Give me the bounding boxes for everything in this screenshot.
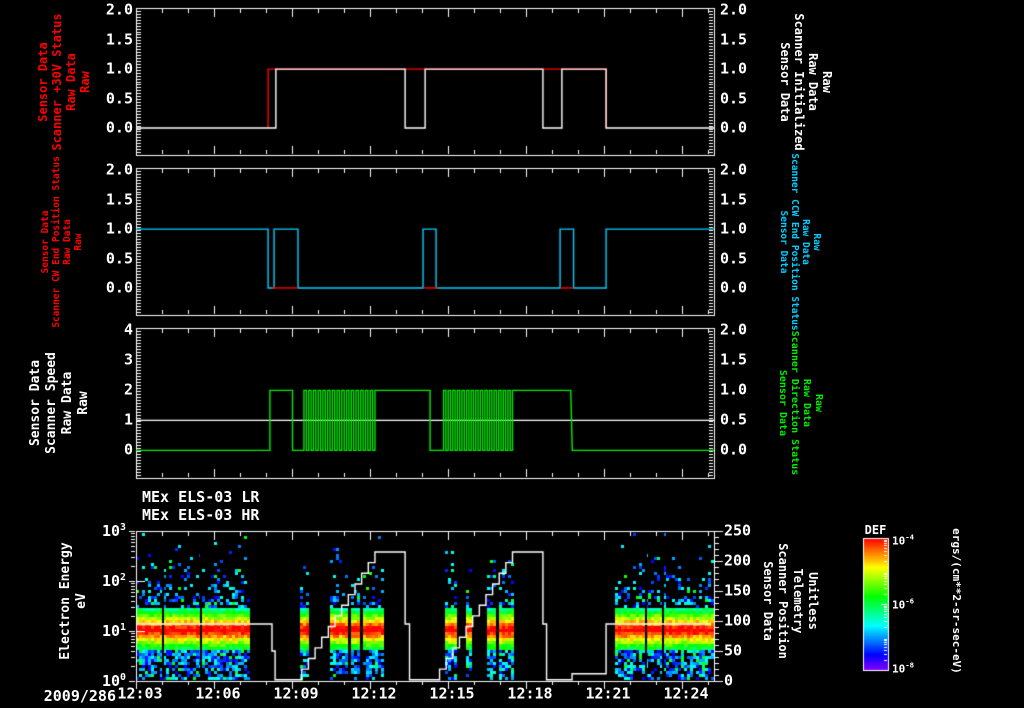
y-tick-label-left: 1.0	[105, 59, 133, 78]
y-tick-label-left: 1	[123, 410, 133, 429]
axis-title-left-scanner-30v: Sensor Data Scanner +30V Status Raw Data Ra…	[36, 13, 92, 151]
axis-title-right-scanner-initialized: Raw Raw Data Scanner Initialized Sensor Dat…	[778, 13, 834, 151]
y-tick-label-left: 2.0	[105, 0, 133, 19]
y-tick-label-right: 1.5	[720, 350, 748, 369]
axis-title-right-scanner-position: Unitless Telemetry Scanner Position Sensor …	[761, 543, 820, 659]
y-tick-label-right: 0.0	[720, 440, 748, 459]
y-tick-label-right: 2.0	[720, 0, 748, 19]
y-tick-label-right: 2.0	[720, 320, 748, 339]
y-tick-label-left: 0.0	[105, 278, 133, 297]
x-tick-label: 12:21	[585, 684, 631, 703]
axis-title-left-cw-end-position: Sensor Data Scanner CW End Position Statu…	[40, 156, 84, 328]
y-tick-label-right: 200	[724, 551, 752, 570]
x-tick-label: 12:12	[351, 684, 397, 703]
x-tick-label: 12:24	[663, 684, 709, 703]
y-tick-label-left: 2.0	[105, 160, 133, 179]
x-tick-label: 12:15	[429, 684, 475, 703]
plot-title-hr: MEx ELS-03 HR	[142, 506, 260, 524]
x-tick-label: 12:06	[195, 684, 241, 703]
y-tick-label-left: 3	[123, 350, 133, 369]
axis-title-right-ccw-end-position: Raw Raw Data Scanner CCW End Position Stat…	[778, 153, 822, 331]
y-tick-label-right: 0.0	[720, 118, 748, 137]
date-label: 2009/286	[43, 687, 116, 705]
y-tick-label-right: 0.5	[720, 410, 748, 429]
y-tick-label-left: 1.5	[105, 190, 133, 209]
axis-title-left-scanner-speed: Sensor Data Scanner Speed Raw Data Raw	[28, 352, 91, 454]
y-tick-label-left: 0.0	[105, 118, 133, 137]
y-tick-label-right: 1.0	[720, 219, 748, 238]
y-tick-label-left: 102	[101, 572, 126, 590]
y-tick-label-right: 100	[724, 611, 752, 630]
colorbar-tick-label: 10-4	[892, 532, 914, 548]
x-tick-label: 12:18	[507, 684, 553, 703]
x-tick-label: 12:03	[117, 684, 163, 703]
y-tick-label-right: 0.0	[720, 278, 748, 297]
y-tick-label-right: 1.5	[720, 190, 748, 209]
y-tick-label-left: 0	[123, 440, 133, 459]
y-tick-label-right: 1.0	[720, 59, 748, 78]
axis-title-right-scanner-direction: Raw Raw Data Scanner Direction Status Senso…	[777, 330, 824, 476]
y-tick-label-left: 4	[123, 320, 133, 339]
y-tick-label-right: 0	[724, 671, 734, 690]
y-tick-label-left: 1.0	[105, 219, 133, 238]
y-tick-label-right: 250	[724, 521, 752, 540]
y-tick-label-left: 0.5	[105, 249, 133, 268]
plot-title-lr: MEx ELS-03 LR	[142, 488, 260, 506]
y-tick-label-right: 1.5	[720, 30, 748, 49]
y-tick-label-right: 2.0	[720, 160, 748, 179]
y-tick-label-left: 0.5	[105, 89, 133, 108]
x-tick-label: 12:09	[273, 684, 319, 703]
y-tick-label-left: 103	[101, 522, 126, 540]
colorbar-tick-label: 10-8	[892, 660, 914, 676]
y-tick-label-left: 2	[123, 380, 133, 399]
y-tick-label-right: 50	[724, 641, 743, 660]
y-tick-label-right: 150	[724, 581, 752, 600]
axis-title-left-electron-energy: Electron Energy eV	[58, 542, 89, 660]
colorbar-title: DEF	[864, 523, 887, 537]
y-tick-label-right: 0.5	[720, 89, 748, 108]
y-tick-label-right: 1.0	[720, 380, 748, 399]
y-tick-label-left: 1.5	[105, 30, 133, 49]
y-tick-label-left: 101	[101, 622, 126, 640]
y-tick-label-left: 100	[101, 672, 126, 690]
colorbar-tick-label: 10-6	[892, 596, 914, 612]
y-tick-label-right: 0.5	[720, 249, 748, 268]
colorbar-unit-label: ergs/(cm**2-sr-sec-eV)	[950, 528, 963, 674]
